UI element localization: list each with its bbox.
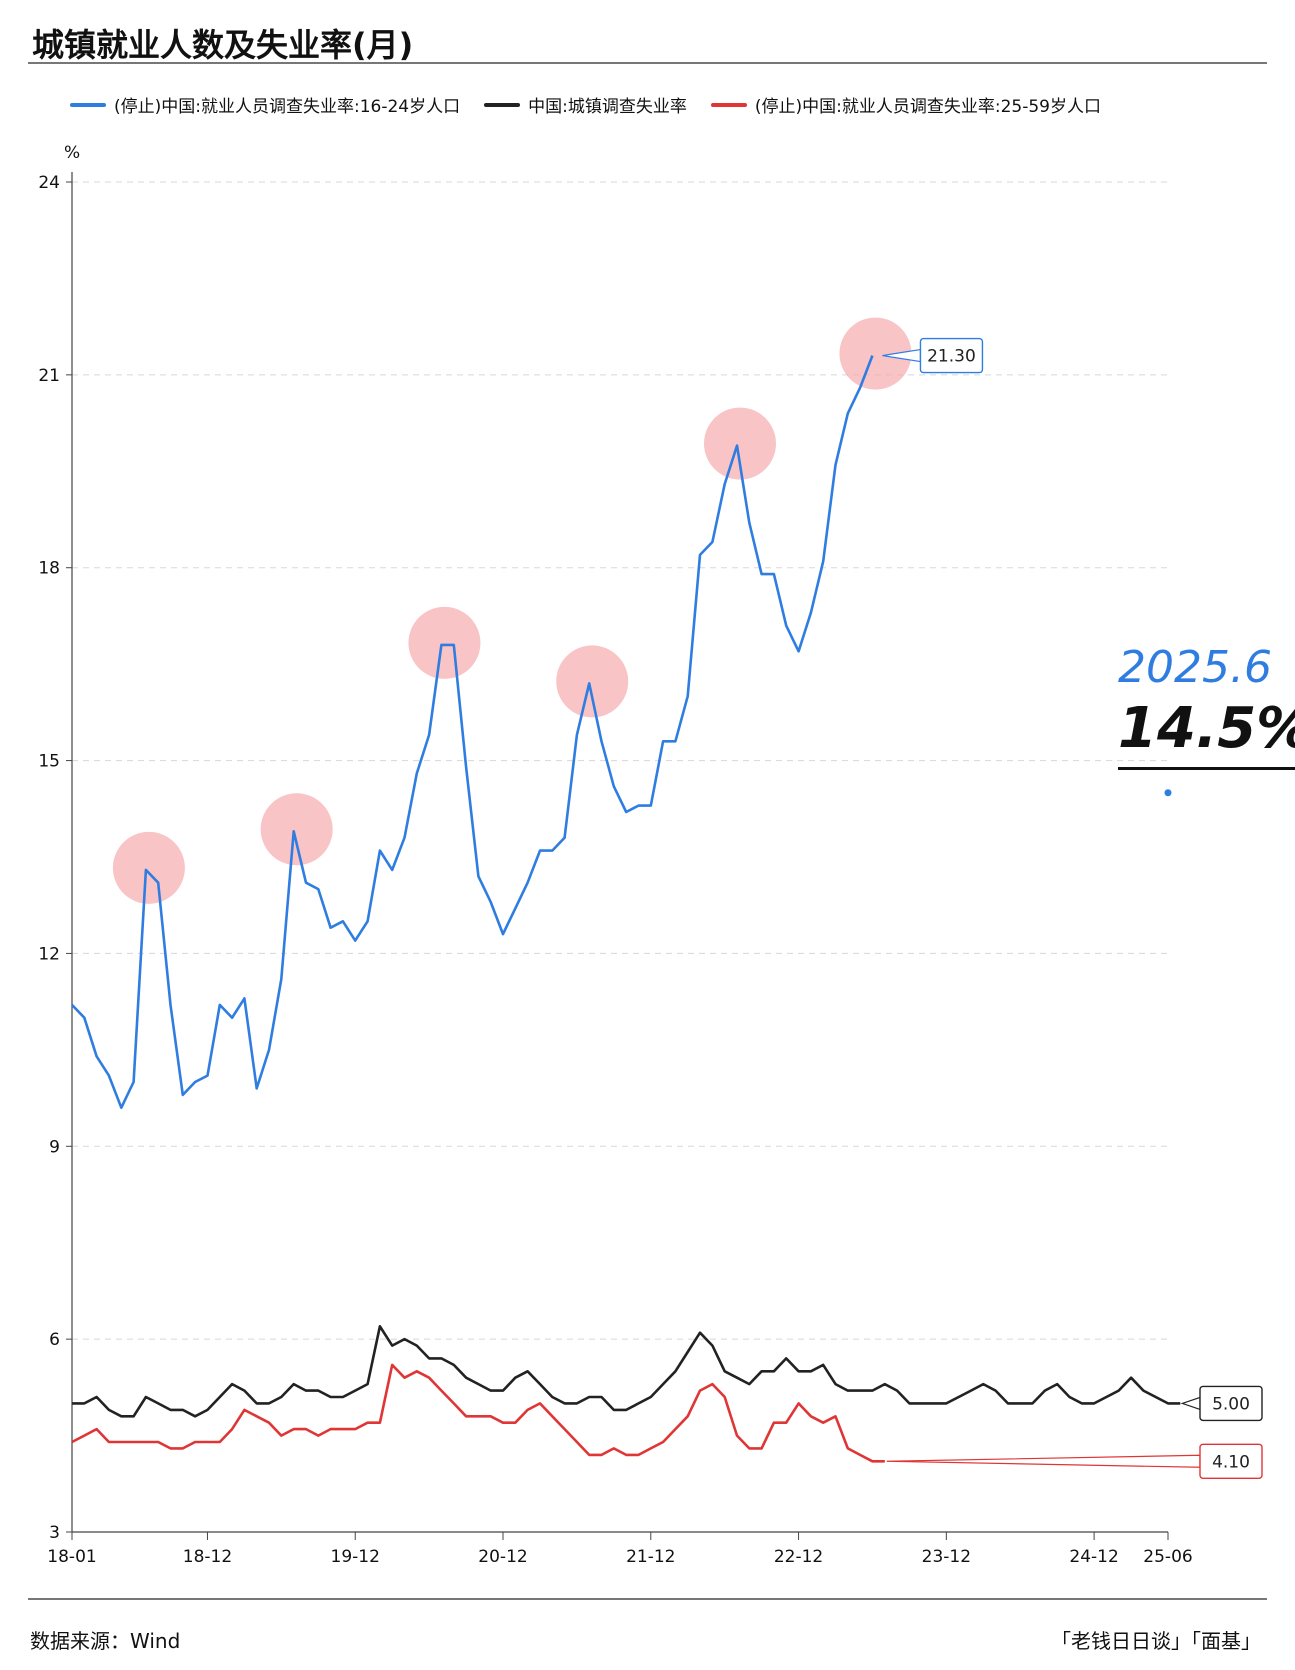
y-tick-label: 3 [49, 1523, 60, 1543]
x-tick-label: 19-12 [331, 1547, 380, 1567]
x-tick-label: 20-12 [478, 1547, 527, 1567]
end-label-box [1199, 1443, 1263, 1479]
end-label-text: 21.30 [927, 347, 976, 367]
y-tick-label: 9 [49, 1137, 60, 1157]
peak-highlight-circle [839, 317, 912, 390]
peak-highlight-circle [408, 606, 481, 679]
axes: 3 6 9 12 15 18 21 24 18-01 18-12 19-12 20-12 21-12 22… [38, 172, 1193, 1567]
end-label-pointer [1180, 1396, 1201, 1411]
legend-swatch-blue [70, 102, 106, 107]
peak-highlight-circle [703, 407, 776, 480]
legend-label-adult: (停止)中国:就业人员调查失业率:25-59岁人口 [754, 97, 1101, 117]
end-label-text: 5.00 [1212, 1394, 1250, 1414]
y-tick-label: 12 [38, 944, 60, 964]
latest-point [1164, 789, 1172, 797]
y-tick-label: 21 [38, 366, 60, 386]
x-tick-label: 22-12 [774, 1547, 823, 1567]
y-tick-label: 24 [38, 173, 60, 193]
chart-title: 城镇就业人数及失业率(月) [32, 26, 414, 64]
series-line-2 [71, 1363, 885, 1463]
end-label-box [1199, 1385, 1263, 1422]
x-tick-label: 23-12 [922, 1547, 971, 1567]
x-tick-label: 24-12 [1069, 1547, 1118, 1567]
grid-lines [72, 181, 1168, 1340]
end-label-text: 4.10 [1212, 1452, 1250, 1472]
legend-item-youth: (停止)中国:就业人员调查失业率:16-24岁人口 [70, 92, 460, 117]
series-line-0 [71, 355, 874, 1109]
callout-value: 14.5% [1118, 696, 1295, 770]
legend-swatch-red [710, 102, 747, 107]
legend-item-adult: (停止)中国:就业人员调查失业率:25-59岁人口 [710, 92, 1101, 117]
footer-divider [28, 1598, 1267, 1600]
end-label-box [919, 337, 984, 374]
peak-highlight-circle [556, 645, 629, 718]
legend-label-youth: (停止)中国:就业人员调查失业率:16-24岁人口 [114, 97, 461, 117]
series-lines [71, 355, 1181, 1463]
x-tick-label: 21-12 [626, 1547, 675, 1567]
brand-credit: 「老钱日日谈」「面基」 [1051, 1629, 1261, 1653]
legend-swatch-black [484, 102, 521, 107]
y-tick-label: 6 [49, 1330, 60, 1350]
y-axis-unit: % [64, 143, 80, 163]
line-chart: % 3 6 9 12 15 18 21 24 18-01 18-12 19-12 20-12 21-12… [38, 143, 1263, 1567]
title-divider [28, 62, 1267, 64]
data-source: 数据来源：Wind [30, 1629, 181, 1653]
series-line-1 [72, 1325, 1181, 1418]
x-tick-label: 18-12 [183, 1547, 232, 1567]
peak-highlight-circle [260, 793, 333, 866]
peak-highlight-circle [112, 831, 185, 904]
legend-label-urban: 中国:城镇调查失业率 [528, 97, 687, 117]
callout-date: 2025.6 [1118, 642, 1272, 693]
end-labels: 21.30 5.00 4.10 [882, 337, 1263, 1479]
y-tick-label: 15 [38, 752, 60, 772]
x-tick-label: 25-06 [1143, 1547, 1192, 1567]
end-label-pointer [886, 1454, 1201, 1468]
y-tick-label: 18 [38, 559, 60, 579]
legend: (停止)中国:就业人员调查失业率:16-24岁人口 中国:城镇调查失业率 (停止… [70, 92, 1101, 117]
peak-highlights [112, 317, 912, 904]
legend-item-urban: 中国:城镇调查失业率 [484, 92, 687, 117]
x-tick-label: 18-01 [47, 1547, 96, 1567]
